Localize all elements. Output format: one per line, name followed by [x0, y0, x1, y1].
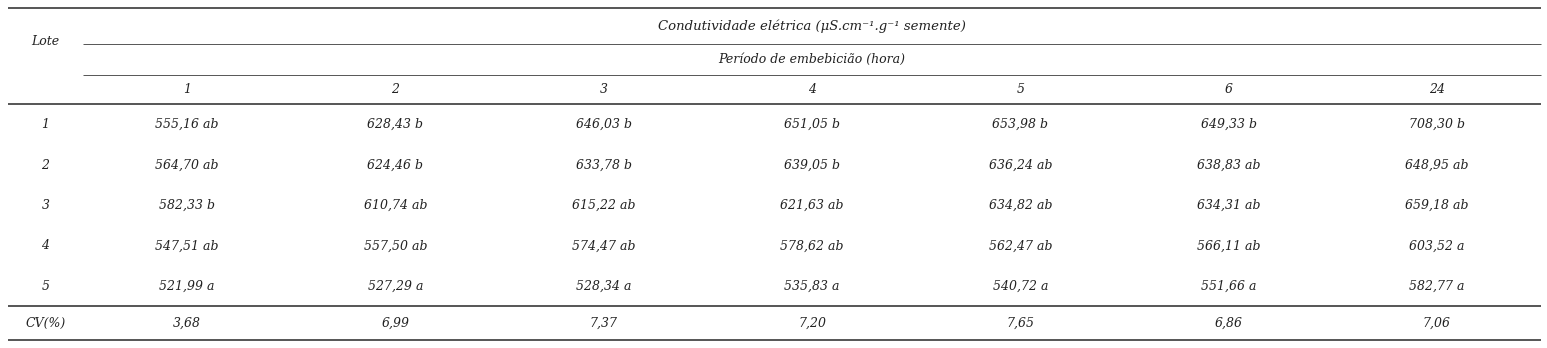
- Text: 633,78 b: 633,78 b: [575, 159, 631, 172]
- Text: 708,30 b: 708,30 b: [1409, 118, 1465, 131]
- Text: 7,06: 7,06: [1423, 317, 1451, 330]
- Text: 634,82 ab: 634,82 ab: [989, 199, 1052, 212]
- Text: 3: 3: [600, 84, 608, 96]
- Text: 566,11 ab: 566,11 ab: [1197, 239, 1261, 252]
- Text: 1: 1: [183, 84, 192, 96]
- Text: 610,74 ab: 610,74 ab: [364, 199, 427, 212]
- Text: 564,70 ab: 564,70 ab: [155, 159, 218, 172]
- Text: Lote: Lote: [31, 35, 60, 48]
- Text: 6,99: 6,99: [382, 317, 410, 330]
- Text: 3,68: 3,68: [173, 317, 201, 330]
- Text: 540,72 a: 540,72 a: [993, 280, 1047, 293]
- Text: 528,34 a: 528,34 a: [575, 280, 631, 293]
- Text: 639,05 b: 639,05 b: [784, 159, 840, 172]
- Text: 603,52 a: 603,52 a: [1409, 239, 1465, 252]
- Text: 582,33 b: 582,33 b: [159, 199, 215, 212]
- Text: 646,03 b: 646,03 b: [575, 118, 631, 131]
- Text: 2: 2: [42, 159, 50, 172]
- Text: 653,98 b: 653,98 b: [992, 118, 1049, 131]
- Text: 521,99 a: 521,99 a: [159, 280, 215, 293]
- Text: 574,47 ab: 574,47 ab: [572, 239, 636, 252]
- Text: 6,86: 6,86: [1214, 317, 1242, 330]
- Text: 562,47 ab: 562,47 ab: [989, 239, 1052, 252]
- Text: 649,33 b: 649,33 b: [1200, 118, 1256, 131]
- Text: 551,66 a: 551,66 a: [1200, 280, 1256, 293]
- Text: 582,77 a: 582,77 a: [1409, 280, 1465, 293]
- Text: 4: 4: [808, 84, 815, 96]
- Text: 3: 3: [42, 199, 50, 212]
- Text: Condutividade elétrica (μS.cm⁻¹.g⁻¹ semente): Condutividade elétrica (μS.cm⁻¹.g⁻¹ seme…: [657, 19, 965, 33]
- Text: 24: 24: [1429, 84, 1445, 96]
- Text: 547,51 ab: 547,51 ab: [155, 239, 218, 252]
- Text: 7,20: 7,20: [798, 317, 826, 330]
- Text: 634,31 ab: 634,31 ab: [1197, 199, 1261, 212]
- Text: 7,37: 7,37: [589, 317, 617, 330]
- Text: 555,16 ab: 555,16 ab: [155, 118, 218, 131]
- Text: 2: 2: [391, 84, 399, 96]
- Text: 6: 6: [1225, 84, 1233, 96]
- Text: 5: 5: [42, 280, 50, 293]
- Text: 624,46 b: 624,46 b: [368, 159, 424, 172]
- Text: CV(%): CV(%): [25, 317, 65, 330]
- Text: 535,83 a: 535,83 a: [784, 280, 840, 293]
- Text: 638,83 ab: 638,83 ab: [1197, 159, 1261, 172]
- Text: 628,43 b: 628,43 b: [368, 118, 424, 131]
- Text: 615,22 ab: 615,22 ab: [572, 199, 636, 212]
- Text: 557,50 ab: 557,50 ab: [364, 239, 427, 252]
- Text: Período de embebicião (hora): Período de embebicião (hora): [718, 53, 905, 66]
- Text: 5: 5: [1016, 84, 1024, 96]
- Text: 648,95 ab: 648,95 ab: [1405, 159, 1468, 172]
- Text: 1: 1: [42, 118, 50, 131]
- Text: 578,62 ab: 578,62 ab: [780, 239, 843, 252]
- Text: 659,18 ab: 659,18 ab: [1405, 199, 1468, 212]
- Text: 651,05 b: 651,05 b: [784, 118, 840, 131]
- Text: 636,24 ab: 636,24 ab: [989, 159, 1052, 172]
- Text: 527,29 a: 527,29 a: [368, 280, 424, 293]
- Text: 4: 4: [42, 239, 50, 252]
- Text: 621,63 ab: 621,63 ab: [780, 199, 843, 212]
- Text: 7,65: 7,65: [1006, 317, 1035, 330]
